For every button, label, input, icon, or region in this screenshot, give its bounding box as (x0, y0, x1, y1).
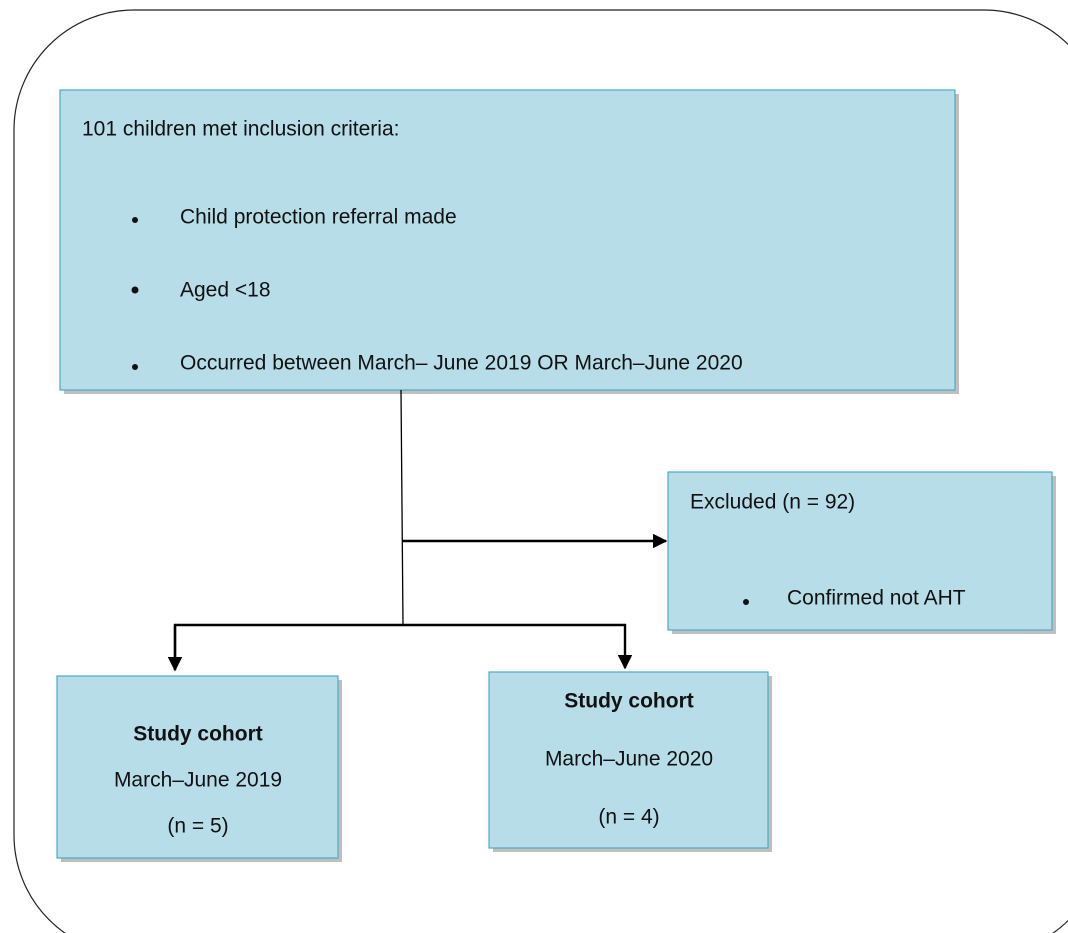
cohort-box (56, 675, 339, 859)
bullet-text: Confirmed not AHT (787, 587, 966, 610)
bullet (131, 286, 139, 294)
cohort-line: (n = 5) (167, 815, 228, 838)
cohort-line: March–June 2019 (114, 769, 282, 792)
arrow (173, 623, 633, 670)
cohort-title: Study cohort (133, 723, 263, 746)
frame (13, 9, 1068, 933)
cohort-line: March–June 2020 (545, 748, 713, 771)
cohort-line: (n = 4) (598, 806, 659, 829)
box-label: 101 children met inclusion criteria: (82, 118, 399, 141)
bullet-text: Child protection referral made (180, 206, 457, 229)
cohort-box (488, 671, 769, 849)
bullet-text: Aged <18 (180, 279, 271, 302)
box-label: Excluded (n = 92) (690, 491, 855, 514)
connector (400, 389, 404, 626)
inclusion-box (59, 89, 956, 391)
excluded-box (667, 471, 1053, 631)
bullet (132, 217, 138, 223)
bullet (743, 599, 749, 605)
bullet (132, 364, 138, 370)
cohort-title: Study cohort (564, 690, 694, 713)
bullet-text: Occurred between March– June 2019 OR Mar… (180, 352, 743, 375)
